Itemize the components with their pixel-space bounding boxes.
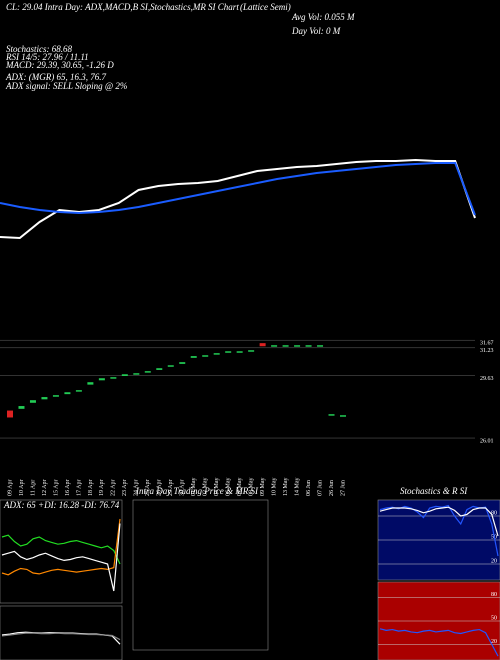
x-tick-label: 09 May xyxy=(260,478,266,497)
y-tick-label: 50 xyxy=(491,615,497,621)
candle xyxy=(121,374,128,376)
x-tick-label: 07 May xyxy=(237,478,243,497)
x-tick-label: 24 Apr xyxy=(134,479,140,496)
x-tick-label: 25 Apr xyxy=(145,479,151,496)
x-tick-label: 29 Apr xyxy=(168,479,174,496)
line xyxy=(0,158,476,240)
x-tick-label: 16 Apr xyxy=(65,479,71,496)
candle xyxy=(52,395,59,397)
candle xyxy=(41,397,48,400)
panel-title: ADX: 65 +DI: 16.28 -DI: 76.74 xyxy=(3,500,120,510)
y-tick-label: 26.01 xyxy=(480,438,494,444)
x-tick-label: 09 Apr xyxy=(7,479,13,496)
x-tick-label: 15 Apr xyxy=(53,479,59,496)
candle xyxy=(110,377,117,379)
y-tick-label: 20 xyxy=(491,639,497,645)
x-tick-label: 03 May xyxy=(214,478,220,497)
x-tick-label: 17 Apr xyxy=(76,479,82,496)
annotation: Day Vol: 0 M xyxy=(291,26,341,36)
candle xyxy=(87,382,94,385)
x-tick-label: 18 Apr xyxy=(88,479,94,496)
candle xyxy=(133,373,140,375)
candle xyxy=(202,355,209,357)
x-tick-label: 11 Apr xyxy=(30,480,36,496)
candle xyxy=(29,400,36,403)
x-tick-label: 10 May xyxy=(271,478,277,497)
y-tick-label: 80 xyxy=(491,592,497,598)
line xyxy=(0,162,476,216)
candle xyxy=(328,414,335,416)
annotation: (Lattice Semi) xyxy=(240,2,291,12)
candle xyxy=(340,415,346,417)
x-tick-label: 22 Apr xyxy=(111,479,117,496)
annotation: ADX signal: SELL Sloping @ 2% xyxy=(5,81,127,91)
annotation: Stochastics: 68.68 xyxy=(6,44,72,54)
candle xyxy=(213,353,220,355)
x-tick-label: 12 Apr xyxy=(42,479,48,496)
candle xyxy=(7,410,13,418)
annotation: Avg Vol: 0.055 M xyxy=(291,12,355,22)
line xyxy=(1,523,121,592)
y-tick-label: 20 xyxy=(491,558,497,564)
x-tick-label: 26 Apr xyxy=(157,479,163,496)
panel xyxy=(132,499,269,651)
y-tick-label: 31.23 xyxy=(480,348,494,354)
panel xyxy=(0,499,123,604)
line xyxy=(1,518,121,576)
candle xyxy=(305,345,312,347)
x-tick-label: 10 Apr xyxy=(19,479,25,496)
y-tick-label: 31.67 xyxy=(480,341,494,347)
candle xyxy=(75,390,82,392)
line xyxy=(1,632,121,641)
annotation: MACD: 29.39, 30.65, -1.26 D xyxy=(5,60,114,70)
line xyxy=(379,506,499,537)
x-tick-label: 19 Apr xyxy=(99,479,105,496)
line xyxy=(379,628,499,657)
annotation: RSI 14/5: 27.96 / 11.11 xyxy=(5,52,89,62)
x-tick-label: 14 May xyxy=(294,478,300,497)
candle xyxy=(167,365,174,367)
x-tick-label: 06 May xyxy=(226,478,232,497)
x-tick-label: 30 Apr xyxy=(180,479,186,496)
candle xyxy=(282,345,289,347)
candle xyxy=(259,343,266,347)
candle xyxy=(18,406,25,409)
x-tick-label: 06 Jun xyxy=(306,480,312,496)
candle xyxy=(144,371,151,373)
panel-title: Stochastics & R SI xyxy=(400,486,468,496)
line xyxy=(1,534,121,565)
candle xyxy=(179,362,186,364)
x-tick-label: 26 Jun xyxy=(329,480,335,496)
y-tick-label: 80 xyxy=(491,510,497,516)
candle xyxy=(225,351,232,353)
x-tick-label: 08 May xyxy=(249,478,255,497)
annotation: CL: 29.04 Intra Day: ADX,MACD,B SI,Stoch… xyxy=(6,2,239,12)
candle xyxy=(156,368,163,370)
annotation: ADX: (MGR) 65, 16.3, 76.7 xyxy=(5,72,106,82)
candle xyxy=(236,351,243,353)
x-tick-label: 27 Jun xyxy=(340,480,346,496)
candle xyxy=(317,345,324,347)
y-tick-label: 29.63 xyxy=(480,376,494,382)
x-tick-label: 23 Apr xyxy=(122,479,128,496)
x-tick-label: 07 Jun xyxy=(317,480,323,496)
candle xyxy=(190,356,197,358)
candle xyxy=(64,392,71,395)
candle xyxy=(98,378,105,381)
candle xyxy=(248,350,255,352)
panel-title: Intra Day Trading Price & MR SI xyxy=(135,486,259,496)
candle xyxy=(271,345,278,347)
x-tick-label: 13 May xyxy=(283,478,289,497)
candle xyxy=(294,345,301,347)
x-tick-label: 02 May xyxy=(203,478,209,497)
x-tick-label: 01 May xyxy=(191,478,197,497)
